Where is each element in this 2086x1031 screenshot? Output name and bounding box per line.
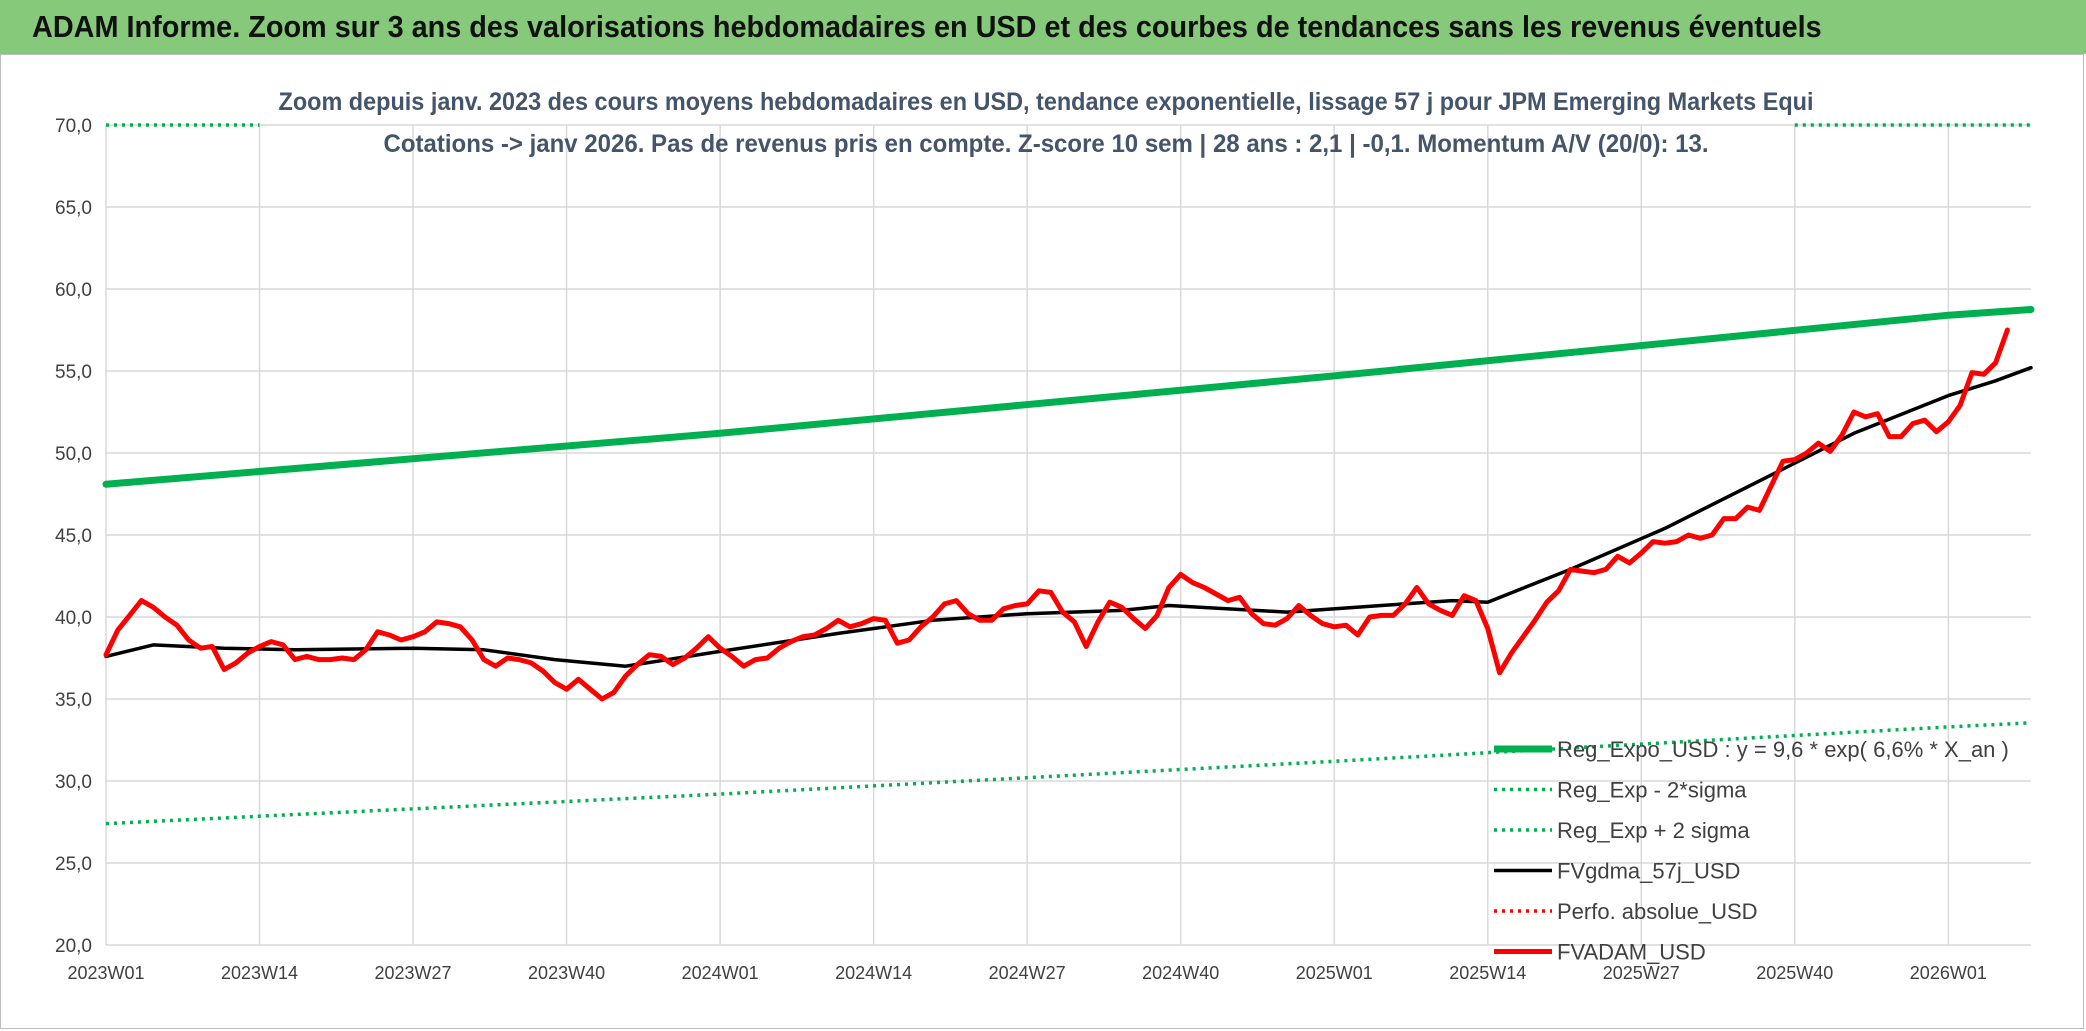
legend-label: Reg_Exp - 2*sigma [1557, 778, 1747, 803]
x-tick-label: 2023W01 [67, 963, 144, 983]
legend-label: Reg_Expo_USD : y = 9,6 * exp( 6,6% * X_a… [1557, 737, 2009, 762]
x-tick-label: 2025W27 [1603, 963, 1680, 983]
chart-title-line1: Zoom depuis janv. 2023 des cours moyens … [279, 88, 1814, 116]
x-tick-label: 2023W27 [375, 963, 452, 983]
y-tick-label: 30,0 [55, 772, 92, 793]
y-tick-label: 20,0 [55, 936, 92, 957]
y-tick-label: 50,0 [55, 444, 92, 465]
y-tick-label: 70,0 [55, 116, 92, 137]
x-tick-label: 2024W14 [835, 963, 912, 983]
x-tick-label: 2025W40 [1756, 963, 1833, 983]
x-tick-label: 2026W01 [1910, 963, 1987, 983]
grid-lines [105, 124, 2031, 946]
y-tick-label: 40,0 [55, 608, 92, 629]
legend-label: Perfo. absolue_USD [1557, 899, 1758, 924]
legend-label: Reg_Exp + 2 sigma [1557, 818, 1750, 843]
y-tick-label: 60,0 [55, 280, 92, 301]
banner-title: ADAM Informe. Zoom sur 3 ans des valoris… [32, 9, 1822, 44]
series-line-3 [104, 365, 2033, 668]
series-lines [102, 123, 2035, 826]
legend-label: FVADAM_USD [1557, 940, 1706, 965]
y-tick-label: 35,0 [55, 690, 92, 711]
x-tick-label: 2024W40 [1142, 963, 1219, 983]
x-tick-label: 2025W01 [1296, 963, 1373, 983]
y-tick-label: 65,0 [55, 198, 92, 219]
legend: Reg_Expo_USD : y = 9,6 * exp( 6,6% * X_a… [1494, 737, 2009, 965]
x-tick-label: 2025W14 [1449, 963, 1526, 983]
banner: ADAM Informe. Zoom sur 3 ans des valoris… [0, 0, 2086, 54]
series-line-1 [105, 721, 2032, 826]
x-tick-label: 2023W40 [528, 963, 605, 983]
series-line-5 [103, 327, 2010, 702]
chart-title-line2: Cotations -> janv 2026. Pas de revenus p… [384, 130, 1709, 158]
legend-label: FVgdma_57j_USD [1557, 859, 1740, 884]
y-axis-ticks: 20,0 25,0 30,0 35,0 40,0 45,0 50,0 55,0 60,0 65,0… [55, 116, 92, 957]
chart-svg: 20,0 25,0 30,0 35,0 40,0 45,0 50,0 55,0 60,0 65,0… [55, 88, 2035, 983]
series-line-0 [102, 306, 2035, 488]
x-tick-label: 2024W01 [682, 963, 759, 983]
y-tick-label: 55,0 [55, 362, 92, 383]
y-tick-label: 45,0 [55, 526, 92, 547]
x-tick-label: 2024W27 [989, 963, 1066, 983]
x-axis-ticks: 2023W01 2023W14 2023W27 2023W40 2024W01 2024W… [67, 963, 1986, 983]
x-tick-label: 2023W14 [221, 963, 298, 983]
chart-frame: 20,0 25,0 30,0 35,0 40,0 45,0 50,0 55,0 60,0 65,0… [0, 54, 2084, 1029]
y-tick-label: 25,0 [55, 854, 92, 875]
